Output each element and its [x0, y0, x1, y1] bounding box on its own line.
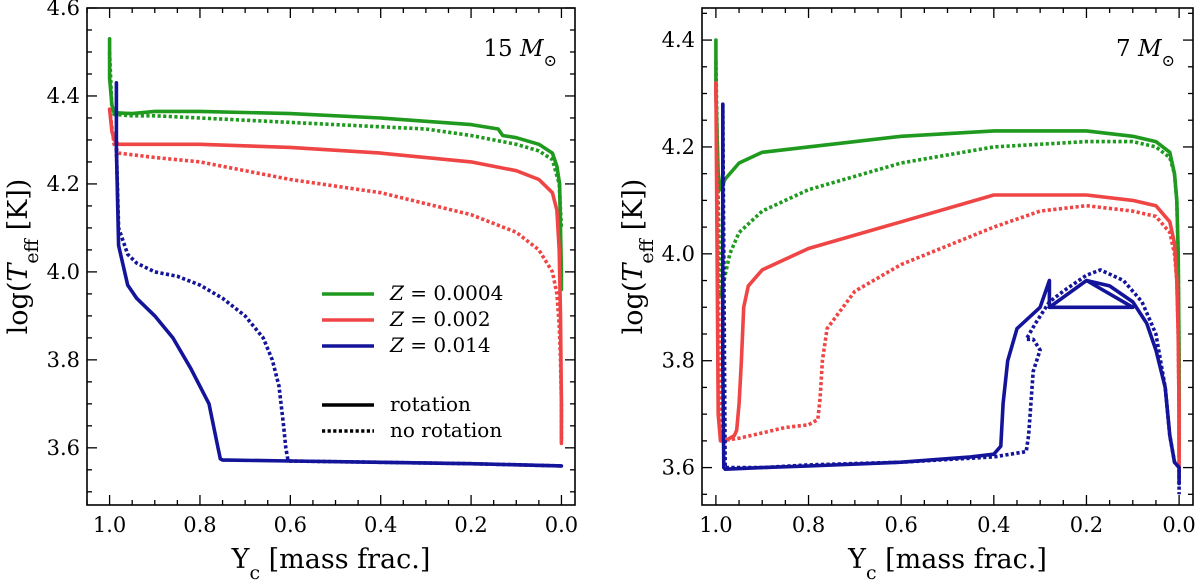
- x-tick-label: 0.6: [884, 513, 917, 537]
- series-line-z-0-0004-no-rotation: [107, 51, 564, 228]
- x-axis-label: Yc [mass frac.]: [231, 544, 431, 580]
- series-line-z-0-0004-no-rotation: [714, 61, 1181, 441]
- series-line-z-0-014-no-rotation: [114, 148, 562, 468]
- right-panel: 1.0 0.8 0.6 0.4 0.2 0.0 3.6 3.8 4.0 4.2 4.4 Yc [mas…: [618, 7, 1196, 580]
- y-axis-label: log(Teff [K]): [3, 179, 43, 335]
- x-tick-label: 0.4: [977, 513, 1010, 537]
- x-axis-label: Yc [mass frac.]: [847, 544, 1047, 580]
- y-tick-label: 4.4: [662, 28, 695, 52]
- y-tick-label: 4.2: [662, 135, 695, 159]
- legend-label-z-0-002: Z = 0.002: [389, 307, 491, 331]
- y-tick-label: 4.6: [47, 0, 80, 20]
- series-line-z-0-0004-rotation: [107, 37, 564, 292]
- x-tick-label: 1.0: [699, 513, 732, 537]
- x-tick-label: 0.8: [183, 513, 216, 537]
- y-tick-label: 4.0: [47, 260, 80, 284]
- y-axis-label: log(Teff [K]): [618, 179, 658, 335]
- y-tick-label: 3.8: [662, 349, 695, 373]
- y-tick-label: 4.2: [47, 172, 80, 196]
- mass-annotation: 15 M⊙: [483, 36, 557, 70]
- legend-label-z-0-0004: Z = 0.0004: [389, 281, 503, 305]
- legend-label-no-rotation: no rotation: [390, 418, 502, 442]
- left-panel: 1.0 0.8 0.6 0.4 0.2 0.0 3.6 3.8 4.0 4.2 4.4 4.6 Yc […: [3, 0, 578, 580]
- series-group: [714, 38, 1181, 495]
- plot-frame: [86, 7, 576, 506]
- x-tick-label: 0.0: [1162, 513, 1195, 537]
- y-tick-label: 3.6: [47, 436, 80, 460]
- x-tick-label: 0.6: [274, 513, 307, 537]
- y-tick-label: 4.0: [662, 242, 695, 266]
- legend-label-z-0-014: Z = 0.014: [389, 333, 491, 357]
- series-line-z-0-014-no-rotation: [721, 104, 1181, 495]
- x-tick-label: 0.2: [1070, 513, 1103, 537]
- series-line-z-0-014-rotation: [114, 81, 564, 468]
- plot-frame: [701, 7, 1194, 506]
- series-line-z-0-002-no-rotation: [107, 108, 564, 439]
- legend-label-rotation: rotation: [390, 392, 471, 416]
- series-line-z-0-002-no-rotation: [714, 82, 1181, 468]
- series-group: [107, 37, 564, 468]
- x-tick-label: 1.0: [93, 513, 126, 537]
- x-tick-label: 0.8: [792, 513, 825, 537]
- series-line-z-0-014-rotation: [721, 102, 1181, 486]
- x-tick-label: 0.0: [545, 513, 578, 537]
- series-line-z-0-0004-rotation: [714, 38, 1181, 459]
- mass-annotation: 7 M⊙: [1116, 36, 1175, 70]
- y-tick-label: 4.4: [47, 84, 80, 108]
- x-tick-label: 0.4: [364, 513, 397, 537]
- y-tick-label: 3.6: [662, 456, 695, 480]
- x-tick-label: 0.2: [454, 513, 487, 537]
- y-tick-label: 3.8: [47, 348, 80, 372]
